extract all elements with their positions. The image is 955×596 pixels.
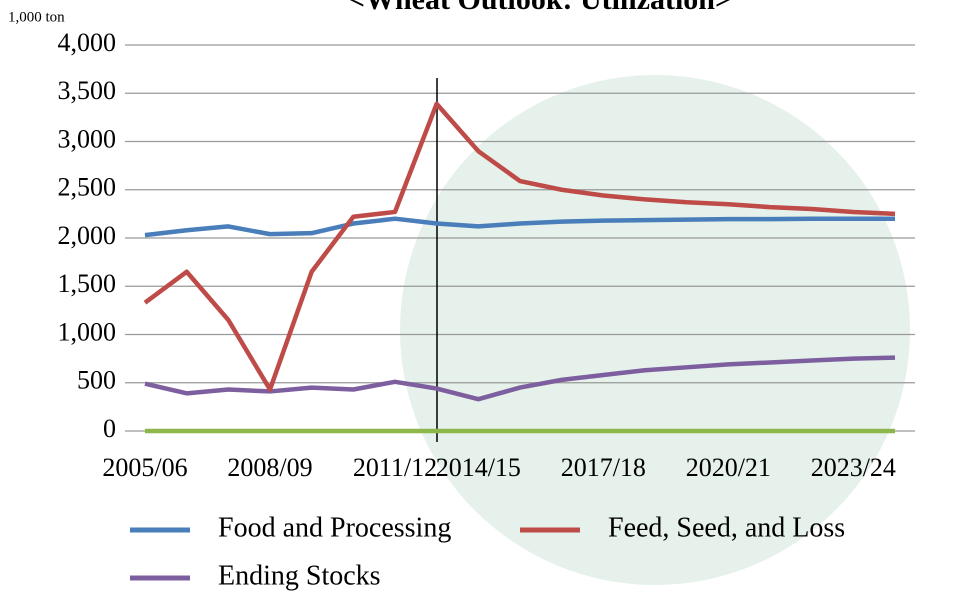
y-tick-label: 1,500 [58,269,117,298]
y-tick-label: 2,000 [58,221,117,250]
y-tick-label: 1,000 [58,317,117,346]
x-tick-label: 2011/12 [353,453,437,482]
y-tick-label: 500 [77,366,116,395]
y-tick-label: 3,000 [58,124,117,153]
series-line [144,216,895,238]
background-illustration [400,75,910,585]
y-tick-label: 3,500 [58,76,117,105]
x-tick-label: 2005/06 [102,453,187,482]
legend-label: Ending Stocks [218,560,381,591]
x-tick-label: 2023/24 [811,453,896,482]
chart-title: <Wheat Outlook: Utilization> [348,0,732,16]
legend-label: Food and Processing [218,512,451,543]
y-tick-label: 2,500 [58,173,117,202]
y-tick-label: 0 [103,414,116,443]
y-tick-label: 4,000 [58,28,117,57]
legend-label: Feed, Seed, and Loss [608,512,845,543]
series-line [143,101,896,392]
x-tick-label: 2017/18 [561,453,646,482]
x-tick-label: 2008/09 [227,453,312,482]
x-tick-label: 2014/15 [436,453,521,482]
y-unit: 1,000 ton [8,9,65,25]
x-tick-label: 2020/21 [686,453,771,482]
